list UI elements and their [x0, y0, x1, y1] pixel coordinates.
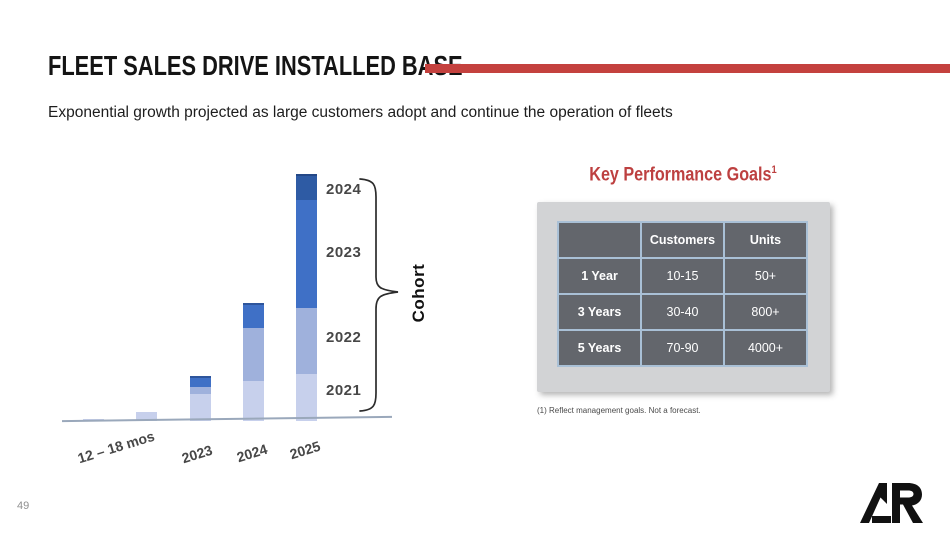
bar-segment-cohort-2022	[190, 387, 211, 394]
bar-segment-cohort-2024	[296, 174, 317, 200]
title-accent-bar	[425, 64, 950, 73]
cohort-label-2024: 2024	[326, 181, 362, 198]
cell-5yr-customers: 70-90	[640, 329, 725, 367]
row-label-5-years: 5 Years	[557, 329, 642, 367]
row-label-1-year: 1 Year	[557, 257, 642, 295]
cell-3yr-units: 800+	[723, 293, 808, 331]
page-number: 49	[17, 500, 30, 512]
cohort-bracket-label: Cohort	[409, 263, 428, 323]
cell-1yr-units: 50+	[723, 257, 808, 295]
x-tick-2023: 2023	[179, 441, 215, 467]
slide-subtitle: Exponential growth projected as large cu…	[48, 104, 673, 121]
bar-segment-cohort-2023	[243, 303, 264, 328]
installed-base-chart: 12 – 18 mos 2023 2024 2025 2024 2023 202…	[60, 150, 450, 490]
table-row: 5 Years 70-90 4000+	[557, 329, 808, 367]
bar-2023	[190, 376, 211, 421]
goals-footnote: (1) Reflect management goals. Not a fore…	[537, 406, 701, 415]
header-empty-cell	[557, 221, 642, 259]
goals-table: Customers Units 1 Year 10-15 50+ 3 Years…	[557, 221, 808, 367]
x-tick-2024: 2024	[234, 440, 270, 466]
bar-2024	[243, 303, 264, 421]
cohort-label-2022: 2022	[326, 329, 362, 346]
cell-1yr-customers: 10-15	[640, 257, 725, 295]
x-tick-2025: 2025	[287, 437, 323, 463]
cell-3yr-customers: 30-40	[640, 293, 725, 331]
cohort-label-2023: 2023	[326, 244, 362, 261]
bar-segment-cohort-2023	[296, 200, 317, 308]
goals-title-text: Key Performance Goals	[589, 164, 772, 186]
bar-segment-cohort-2023	[190, 376, 211, 387]
table-row: 3 Years 30-40 800+	[557, 293, 808, 331]
goals-panel: Customers Units 1 Year 10-15 50+ 3 Years…	[537, 202, 830, 392]
slide-title: FLEET SALES DRIVE INSTALLED BASE	[48, 50, 463, 81]
goals-table-header-row: Customers Units	[557, 221, 808, 259]
bar-2025	[296, 174, 317, 421]
row-label-3-years: 3 Years	[557, 293, 642, 331]
header-units: Units	[723, 221, 808, 259]
x-axis-line	[62, 415, 392, 423]
bar-segment-cohort-2022	[243, 328, 264, 381]
cohort-brace	[359, 178, 399, 412]
cell-5yr-units: 4000+	[723, 329, 808, 367]
bar-segment-cohort-2022	[296, 308, 317, 374]
bar-segment-cohort-2021	[136, 412, 157, 421]
company-logo-ar	[860, 483, 923, 523]
goals-title-superscript: 1	[771, 164, 777, 176]
goals-title: Key Performance Goals1	[557, 164, 809, 186]
bar-segment-cohort-2021	[296, 374, 317, 421]
cohort-label-2021: 2021	[326, 382, 362, 399]
bar-12-–-18-mos	[136, 412, 157, 421]
x-tick-12-18-mos: 12 – 18 mos	[75, 427, 157, 467]
bar-segment-cohort-2021	[243, 381, 264, 421]
header-customers: Customers	[640, 221, 725, 259]
table-row: 1 Year 10-15 50+	[557, 257, 808, 295]
bar-segment-cohort-2021	[190, 394, 211, 421]
